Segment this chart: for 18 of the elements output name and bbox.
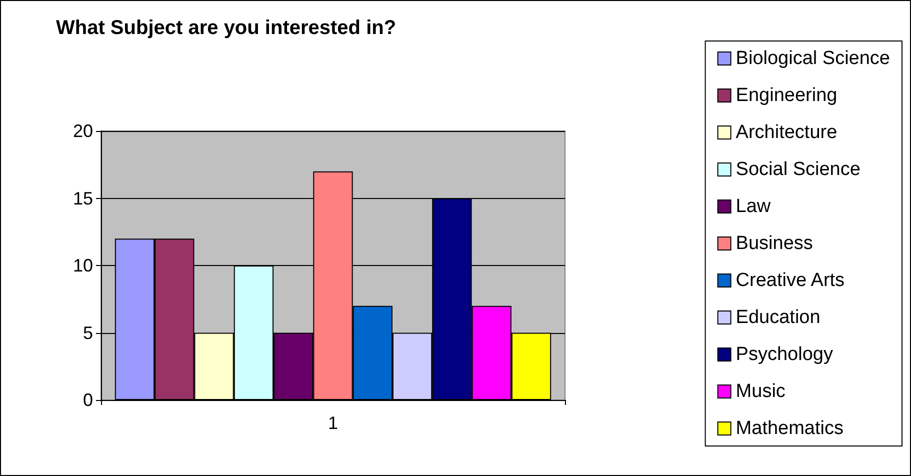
legend-label: Psychology: [736, 344, 834, 365]
y-tick-label: 5: [82, 322, 93, 343]
legend-label: Mathematics: [736, 418, 844, 439]
legend-label: Business: [736, 233, 813, 254]
x-tick-label: 1: [328, 413, 338, 433]
chart-title: What Subject are you interested in?: [56, 17, 396, 39]
legend-label: Music: [736, 381, 786, 402]
legend-label: Engineering: [736, 85, 838, 106]
legend-label: Creative Arts: [736, 270, 845, 291]
legend-label: Social Science: [736, 159, 860, 180]
y-tick-label: 15: [72, 188, 93, 208]
legend-label: Law: [736, 196, 771, 217]
y-tick-label: 20: [72, 121, 93, 141]
y-tick-label: 10: [72, 256, 93, 276]
legend-label: Architecture: [736, 122, 838, 143]
legend-label: Education: [736, 307, 820, 328]
legend-label: Biological Science: [736, 48, 890, 69]
y-tick-label: 0: [82, 390, 93, 410]
